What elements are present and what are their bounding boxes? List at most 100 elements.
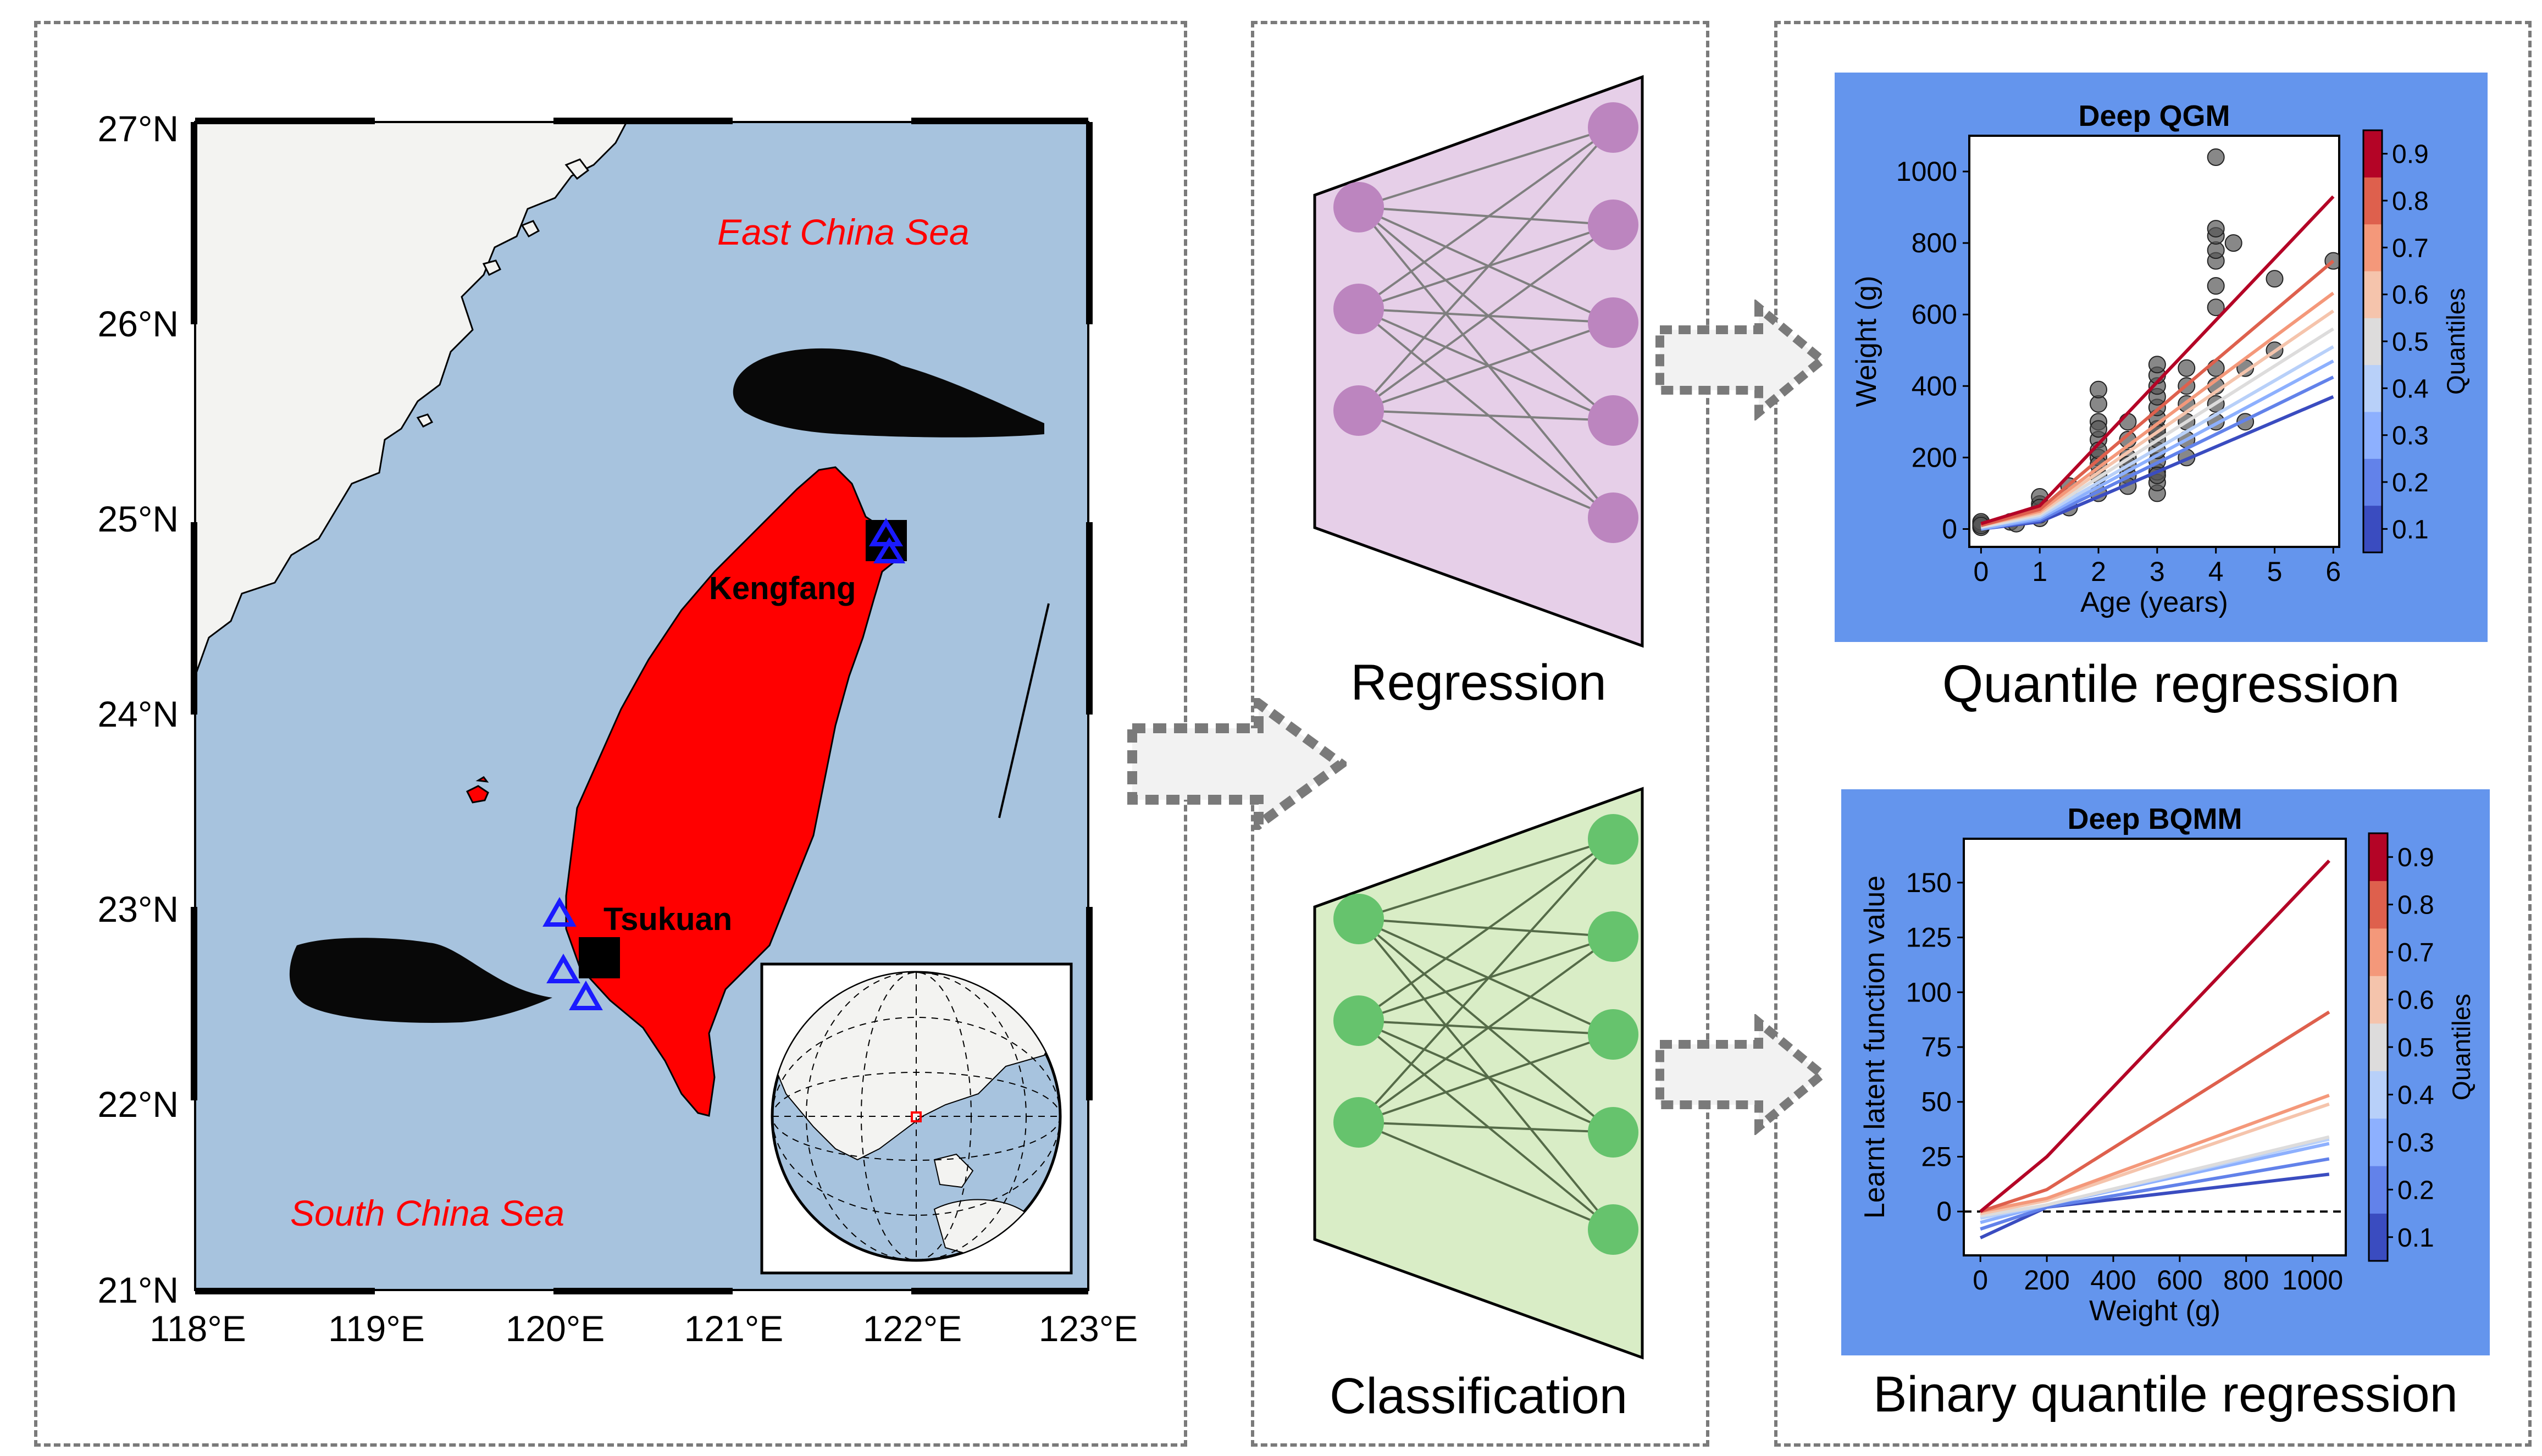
quantile-regression-label: Quantile regression [1942, 655, 2400, 713]
colorbar-label: Quantiles [2441, 288, 2470, 395]
network-edge [1358, 1020, 1614, 1036]
colorbar-segment [2369, 1213, 2388, 1261]
coastal-island [520, 220, 540, 238]
network-node [1588, 102, 1638, 153]
network-edge [1358, 308, 1614, 519]
network-edge [1358, 838, 1614, 1123]
lat-label: 23°N [98, 889, 179, 929]
lon-label: 120°E [506, 1308, 605, 1349]
colorbar-segment [2363, 458, 2382, 506]
network-nodes [1333, 102, 1638, 543]
data-point [2266, 270, 2284, 288]
network-edge [1358, 126, 1614, 310]
colorbar-segment [2363, 224, 2382, 272]
lon-label: 123°E [1039, 1308, 1138, 1349]
deep-qgm-chart: Deep QGM 0 1 2 3 4 5 6 0 200 400 600 800 1000 Age (yea… [1835, 73, 2488, 642]
globe-island [933, 1153, 974, 1188]
colorbar-tick-label: 0.3 [2392, 422, 2429, 451]
deep-bqmm-chart: Deep BQMM 0 200 400 600 800 1000 0 25 50 75 100 125 1… [1841, 789, 2490, 1355]
network-edge [1358, 409, 1614, 519]
data-point [2224, 234, 2242, 252]
network-node [1333, 284, 1384, 334]
x-tick-label: 2 [2091, 556, 2106, 587]
mainland-china [195, 122, 628, 677]
colorbar-segment [2363, 364, 2382, 412]
data-point [2178, 359, 2196, 377]
x-axis-label: Age (years) [2080, 586, 2228, 618]
longitude-labels: 118°E 119°E 120°E 121°E 122°E 123°E [149, 1308, 1138, 1349]
network-edge [1358, 224, 1614, 310]
colorbar-segment [2363, 177, 2382, 225]
regression-label: Regression [1350, 655, 1607, 711]
network-edge [1358, 1121, 1614, 1231]
network-node [1588, 297, 1638, 348]
colorbar-tick-label: 0.4 [2397, 1081, 2434, 1110]
network-edge [1358, 126, 1614, 412]
lat-label: 24°N [98, 694, 179, 734]
colorbar-tick-label: 0.6 [2392, 281, 2429, 310]
colorbar-segment [2369, 1071, 2388, 1119]
network-edge [1358, 918, 1614, 1036]
x-tick-label: 200 [2024, 1265, 2069, 1296]
colorbar-label: Quantiles [2447, 994, 2475, 1100]
network-node [1333, 995, 1384, 1046]
x-tick-label: 400 [2090, 1265, 2136, 1296]
station-triangle [546, 953, 580, 983]
quantile-line [1980, 1010, 2330, 1214]
colorbar-segment [2369, 976, 2388, 1024]
taiwan-island [565, 466, 897, 1117]
lat-label: 27°N [98, 108, 179, 149]
chart-title: Deep QGM [2078, 99, 2230, 132]
colorbar-tick-label: 0.1 [2392, 515, 2429, 544]
quantile-line [1979, 859, 2330, 1213]
colorbar-tick-label: 0.5 [2392, 328, 2429, 357]
x-tick-label: 0 [1973, 1265, 1988, 1296]
colorbar-tick-label: 0.7 [2397, 938, 2434, 967]
chart-title: Deep BQMM [2067, 802, 2242, 835]
y-tick-label: 0 [1936, 1196, 1952, 1227]
binary-quantile-regression-label: Binary quantile regression [1873, 1366, 2458, 1422]
y-tick-label: 400 [1912, 370, 1957, 401]
x-tick-label: 3 [2150, 556, 2165, 587]
network-edge [1358, 206, 1614, 324]
y-tick-label: 200 [1912, 442, 1957, 473]
colorbar-tick-label: 0.1 [2397, 1224, 2434, 1253]
lon-label: 118°E [149, 1308, 246, 1349]
station-triangle [542, 896, 577, 927]
latitude-labels: 27°N 26°N 25°N 24°N 23°N 22°N 21°N [98, 108, 179, 1310]
study-area-indicator [911, 1111, 922, 1122]
colorbar-tick-label: 0.4 [2392, 374, 2429, 403]
colorbar-segment [2369, 1166, 2388, 1214]
tsukuan-label: Tsukuan [603, 901, 732, 937]
y-tick-label: 1000 [1896, 156, 1957, 187]
kengfang-label: Kengfang [709, 571, 856, 606]
x-tick-label: 6 [2325, 556, 2341, 587]
study-area-map: 27°N 26°N 25°N 24°N 23°N 22°N 21°N 118°E… [98, 108, 1138, 1349]
lat-label: 22°N [98, 1084, 179, 1125]
y-tick-label: 25 [1921, 1141, 1952, 1172]
lat-label: 25°N [98, 499, 179, 539]
data-point [2207, 277, 2225, 295]
plume-south [289, 938, 552, 1023]
colorbar-tick-label: 0.9 [2397, 843, 2434, 872]
colorbar-segment [2369, 928, 2388, 976]
network-node [1588, 814, 1638, 865]
ridge-line [998, 603, 1050, 818]
data-point [2207, 148, 2225, 167]
globe-inset [760, 962, 1073, 1275]
lat-label: 26°N [98, 303, 179, 344]
colorbar-segment [2369, 1118, 2388, 1166]
quantile-line [1980, 327, 2334, 529]
quantile-line [1980, 259, 2335, 527]
network-edge [1358, 838, 1614, 920]
plume-north [733, 348, 1044, 438]
data-point [2207, 298, 2225, 317]
y-tick-label: 0 [1942, 513, 1957, 544]
colorbar-tick-label: 0.2 [2397, 1176, 2434, 1205]
network-node [1588, 492, 1638, 543]
quantile-line [1980, 1157, 2330, 1231]
y-tick-label: 100 [1906, 977, 1952, 1007]
tsukuan-site-marker [579, 937, 620, 978]
arrow-map-to-models [1127, 698, 1347, 830]
quantile-line [1980, 1102, 2330, 1216]
